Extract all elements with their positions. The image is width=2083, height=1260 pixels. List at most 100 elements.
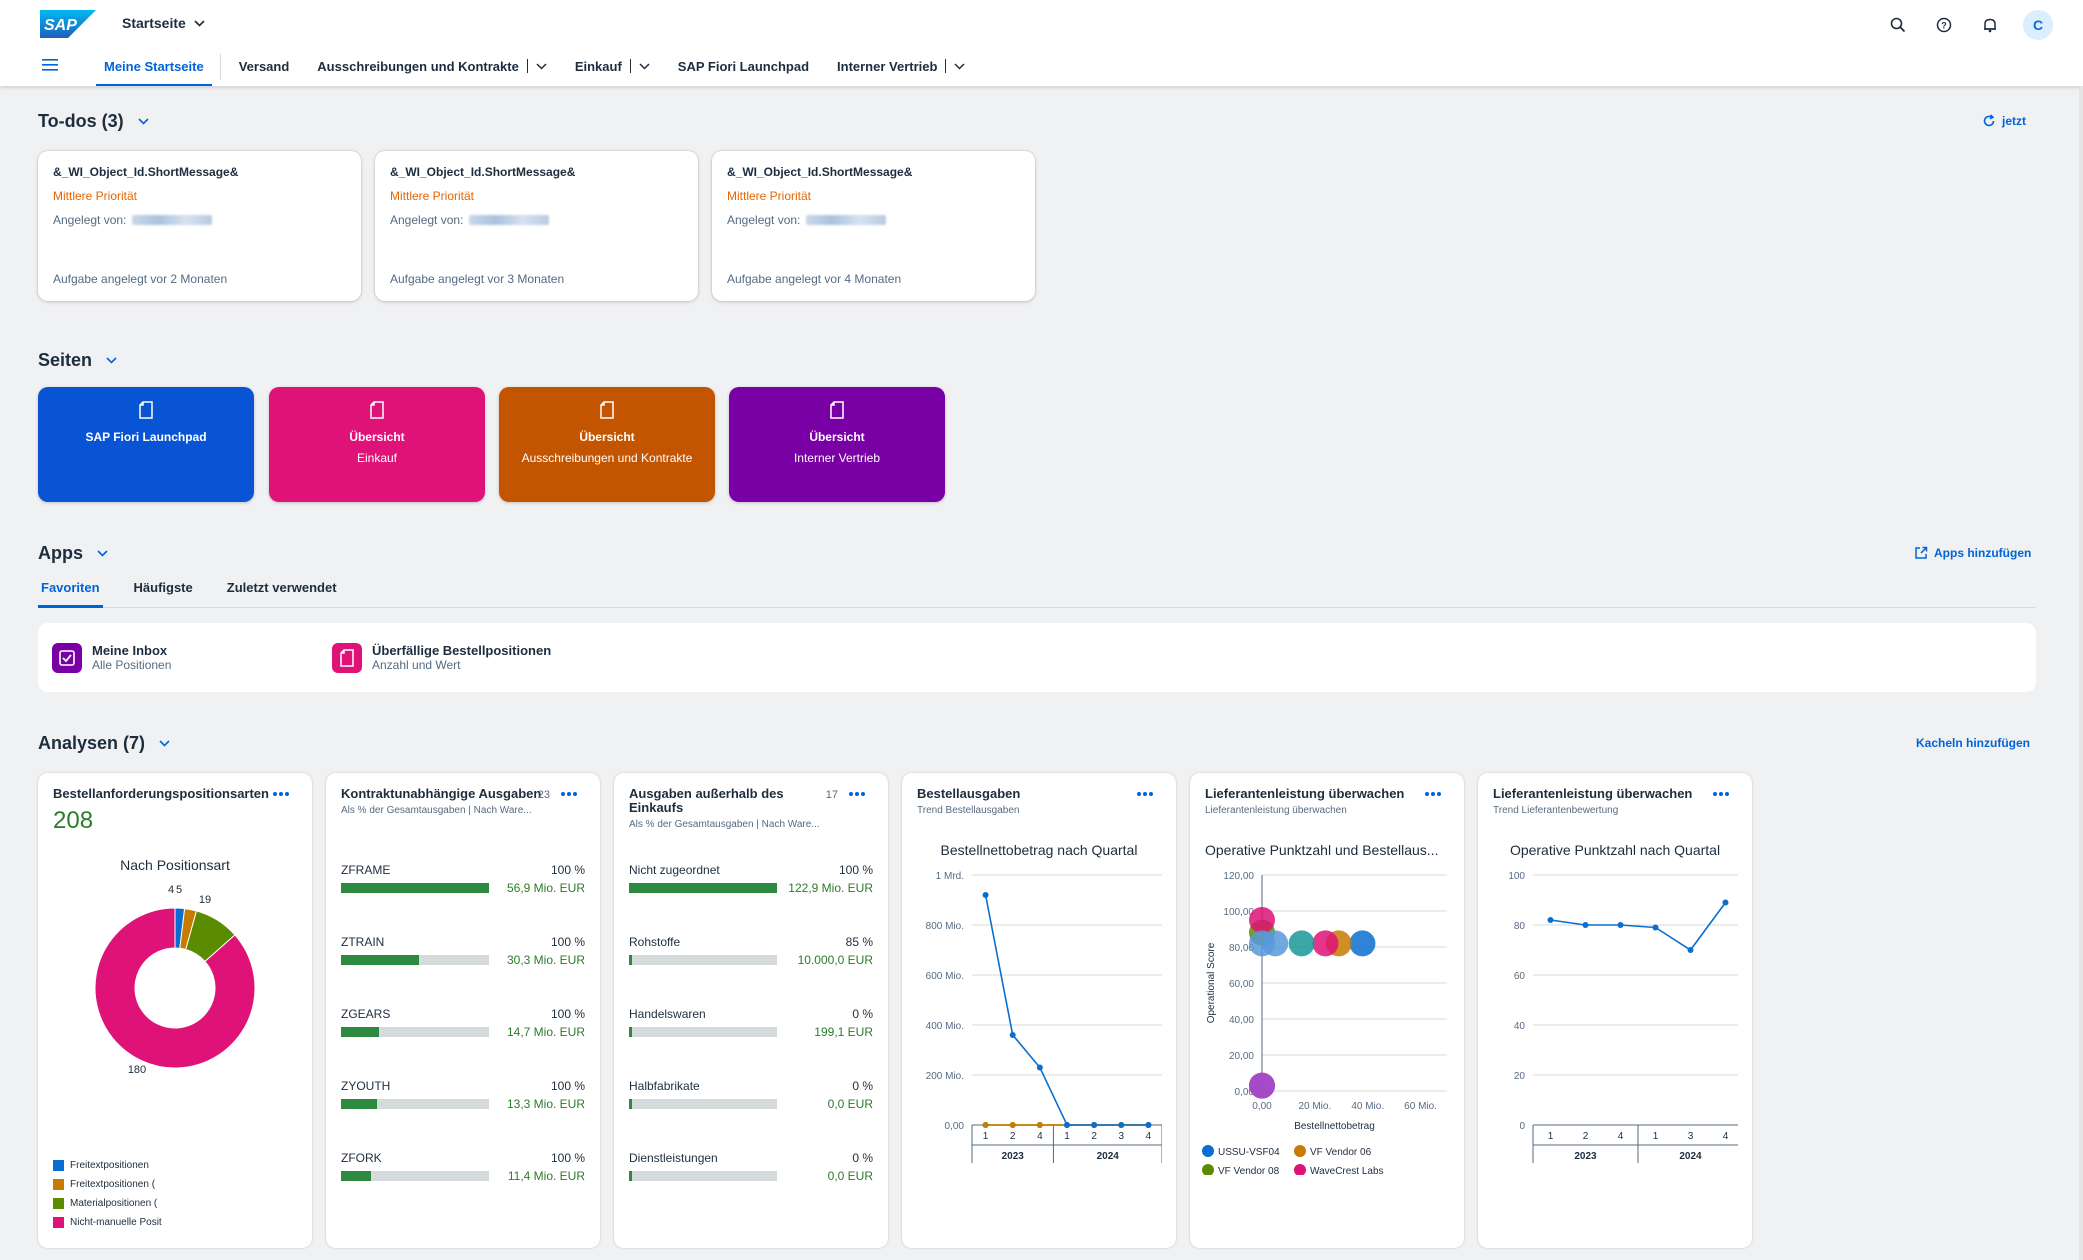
todo-card[interactable]: &_WI_Object_Id.ShortMessage& Mittlere Pr…	[375, 151, 698, 301]
data-point[interactable]	[1145, 1122, 1152, 1128]
chevron-down-icon[interactable]	[536, 62, 547, 70]
nav-tab-interner-vertrieb[interactable]: Interner Vertrieb	[829, 46, 973, 86]
data-point[interactable]	[1009, 1032, 1016, 1038]
legend-label[interactable]: WaveCrest Labs	[1310, 1166, 1384, 1175]
data-point[interactable]	[1547, 917, 1554, 923]
row-label: ZGEARS	[341, 1007, 391, 1021]
todo-card[interactable]: &_WI_Object_Id.ShortMessage& Mittlere Pr…	[712, 151, 1035, 301]
page-navigation-bar: Meine Startseite Versand Ausschreibungen…	[0, 46, 2083, 86]
analytics-section-header[interactable]: Analysen (7)	[38, 733, 170, 754]
refresh-button[interactable]: jetzt	[1982, 114, 2026, 128]
data-point[interactable]	[982, 892, 989, 898]
chevron-down-icon	[159, 740, 170, 747]
bubble-point[interactable]	[1249, 907, 1275, 933]
legend-label[interactable]: VF Vendor 06	[1310, 1147, 1372, 1158]
chevron-down-icon[interactable]	[954, 62, 965, 70]
page-scrollbar[interactable]	[2079, 86, 2083, 1260]
page-tile-subtitle: Einkauf	[356, 451, 398, 465]
page-tile-interner-vertrieb[interactable]: Übersicht Interner Vertrieb	[729, 387, 945, 502]
card-title: Bestellanforderungspositionsarten	[53, 786, 269, 801]
user-avatar[interactable]: C	[2023, 10, 2053, 40]
bar-fill	[629, 883, 777, 893]
analytics-card-ausgaben-ausserhalb[interactable]: Ausgaben außerhalb des Einkaufs 17 Als %…	[614, 773, 888, 1248]
page-tile-ausschreibungen[interactable]: Übersicht Ausschreibungen und Kontrakte	[499, 387, 715, 502]
x-tick-label: 1	[983, 1131, 989, 1142]
apps-section-header[interactable]: Apps	[38, 543, 108, 564]
add-apps-button[interactable]: Apps hinzufügen	[1914, 546, 2031, 560]
more-options-icon[interactable]	[1136, 791, 1154, 797]
x-tick-label: 4	[1146, 1131, 1152, 1142]
page-tile-title: Übersicht	[579, 430, 635, 444]
legend-item[interactable]: Freitextpositionen (	[53, 1175, 162, 1194]
data-point[interactable]	[1118, 1122, 1125, 1128]
legend-marker	[1294, 1145, 1306, 1157]
apps-tab-haeufigste[interactable]: Häufigste	[133, 580, 193, 595]
bubble-point[interactable]	[1312, 930, 1339, 957]
apps-tab-zuletzt-verwendet[interactable]: Zuletzt verwendet	[226, 580, 337, 595]
pages-section-header[interactable]: Seiten	[38, 350, 117, 371]
svg-text:SAP: SAP	[44, 17, 77, 34]
data-point[interactable]	[1617, 922, 1624, 928]
more-options-icon[interactable]	[560, 791, 578, 797]
apps-tab-favoriten[interactable]: Favoriten	[38, 576, 103, 608]
data-point[interactable]	[1652, 924, 1659, 931]
bubble-point[interactable]	[1349, 930, 1376, 957]
more-options-icon[interactable]	[1712, 791, 1730, 797]
notification-bell-icon[interactable]	[1977, 12, 2003, 38]
bubble-point[interactable]	[1249, 930, 1275, 957]
home-title-dropdown[interactable]: Startseite	[122, 15, 205, 31]
x-axis-title: Bestellnettobetrag	[1294, 1121, 1375, 1132]
todos-section-header[interactable]: To-dos (3)	[38, 111, 149, 132]
shell-bar: SAP Startseite ? C	[0, 0, 2083, 46]
analytics-card-kontraktunabhaengige-ausgaben[interactable]: Kontraktunabhängige Ausgaben 23 Als % de…	[326, 773, 600, 1248]
page-document-icon	[139, 401, 153, 419]
nav-tab-einkauf[interactable]: Einkauf	[567, 46, 658, 86]
data-point[interactable]	[1091, 1122, 1098, 1128]
analytics-card-lieferantenleistung[interactable]: Lieferantenleistung überwachen Lieferant…	[1190, 773, 1464, 1248]
todo-title: &_WI_Object_Id.ShortMessage&	[727, 165, 913, 179]
legend-item[interactable]: Freitextpositionen	[53, 1156, 162, 1175]
x-tick-label: 2	[1010, 1131, 1016, 1142]
app-ueberfaellige-bestellpositionen[interactable]: Überfällige Bestellpositionen Anzahl und …	[332, 643, 551, 673]
data-point[interactable]	[1036, 1064, 1043, 1071]
sap-logo[interactable]: SAP	[40, 10, 96, 38]
data-point[interactable]	[1064, 1122, 1070, 1128]
add-tiles-button[interactable]: Kacheln hinzufügen	[1916, 736, 2030, 750]
data-point[interactable]	[982, 1122, 989, 1128]
page-tile-einkauf[interactable]: Übersicht Einkauf	[269, 387, 485, 502]
line-chart: 10080604020012413420232024Operative Punk…	[1508, 871, 1738, 1163]
legend-item[interactable]: Nicht-manuelle Posit	[53, 1213, 162, 1232]
more-options-icon[interactable]	[1424, 791, 1442, 797]
nav-tab-meine-startseite[interactable]: Meine Startseite	[96, 46, 212, 86]
bubble-point[interactable]	[1288, 930, 1315, 957]
inbox-check-icon	[52, 643, 82, 673]
bubble-point[interactable]	[1249, 1072, 1275, 1099]
todo-card[interactable]: &_WI_Object_Id.ShortMessage& Mittlere Pr…	[38, 151, 361, 301]
app-meine-inbox[interactable]: Meine Inbox Alle Positionen	[52, 643, 171, 673]
nav-tab-sap-fiori-launchpad[interactable]: SAP Fiori Launchpad	[670, 46, 817, 86]
analytics-card-lieferantenbewertung[interactable]: Lieferantenleistung überwachen Trend Lie…	[1478, 773, 1752, 1248]
data-point[interactable]	[1687, 947, 1694, 953]
nav-tab-versand[interactable]: Versand	[231, 46, 298, 86]
bar-fill	[629, 1099, 632, 1109]
legend-label[interactable]: VF Vendor 08	[1218, 1166, 1280, 1175]
nav-tab-ausschreibungen[interactable]: Ausschreibungen und Kontrakte	[309, 46, 555, 86]
help-icon[interactable]: ?	[1931, 12, 1957, 38]
data-point[interactable]	[1582, 922, 1589, 928]
analytics-card-bestellausgaben[interactable]: Bestellausgaben Trend Bestellausgaben Be…	[902, 773, 1176, 1248]
more-options-icon[interactable]	[272, 791, 290, 797]
legend-item[interactable]: Materialpositionen (	[53, 1194, 162, 1213]
chevron-down-icon[interactable]	[639, 62, 650, 70]
data-point[interactable]	[1036, 1122, 1043, 1128]
data-point[interactable]	[1009, 1122, 1016, 1128]
page-tile-sap-fiori-launchpad[interactable]: SAP Fiori Launchpad	[38, 387, 254, 502]
more-options-icon[interactable]	[848, 791, 866, 797]
y-tick-label: 600 Mio.	[926, 971, 964, 982]
search-icon[interactable]	[1885, 12, 1911, 38]
data-point[interactable]	[1722, 899, 1729, 906]
analytics-card-positionsarten[interactable]: Bestellanforderungspositionsarten 208 Na…	[38, 773, 312, 1248]
hamburger-menu-icon[interactable]	[42, 58, 60, 72]
legend-label[interactable]: USSU-VSF04	[1218, 1147, 1280, 1158]
donut-slice[interactable]	[94, 907, 256, 1069]
chevron-down-icon	[138, 118, 149, 125]
